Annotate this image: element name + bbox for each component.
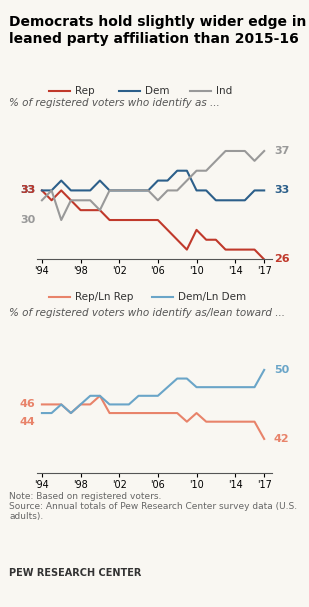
Text: 30: 30: [20, 215, 35, 225]
Text: 50: 50: [274, 365, 289, 375]
Text: 33: 33: [274, 185, 289, 195]
Text: PEW RESEARCH CENTER: PEW RESEARCH CENTER: [9, 568, 142, 577]
Text: Ind: Ind: [216, 86, 232, 96]
Text: Note: Based on registered voters.
Source: Annual totals of Pew Research Center s: Note: Based on registered voters. Source…: [9, 492, 297, 521]
Text: 37: 37: [274, 146, 289, 156]
Text: 46: 46: [19, 399, 35, 410]
Text: Democrats hold slightly wider edge in
leaned party affiliation than 2015-16: Democrats hold slightly wider edge in le…: [9, 15, 307, 47]
Text: Rep: Rep: [75, 86, 94, 96]
Text: Rep/Ln Rep: Rep/Ln Rep: [75, 292, 133, 302]
Text: % of registered voters who identify as ...: % of registered voters who identify as .…: [9, 98, 220, 108]
Text: 42: 42: [274, 434, 290, 444]
Text: 44: 44: [19, 416, 35, 427]
Text: 33: 33: [20, 185, 35, 195]
Text: 33: 33: [20, 185, 35, 195]
Text: Dem: Dem: [145, 86, 170, 96]
Text: % of registered voters who identify as/lean toward ...: % of registered voters who identify as/l…: [9, 308, 285, 318]
Text: Dem/Ln Dem: Dem/Ln Dem: [178, 292, 246, 302]
Text: 26: 26: [274, 254, 290, 265]
